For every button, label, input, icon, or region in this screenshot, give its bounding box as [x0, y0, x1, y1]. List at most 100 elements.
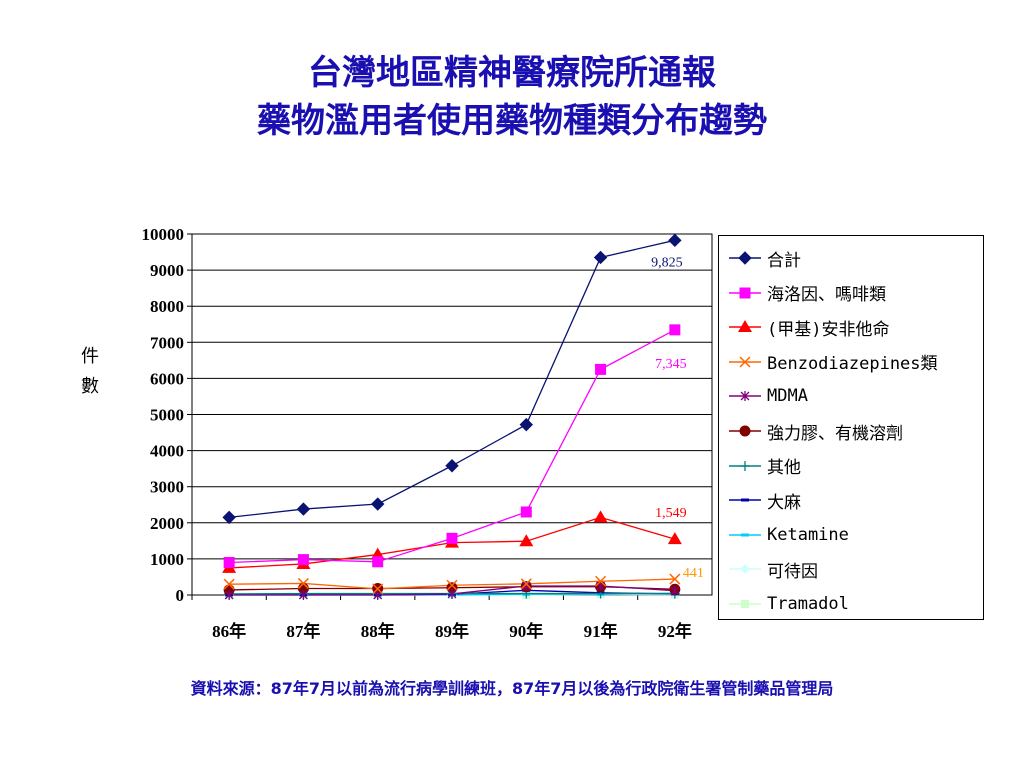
y-tick-label: 8000 [150, 297, 184, 316]
data-point [521, 580, 531, 591]
data-point [446, 532, 458, 544]
legend-item: Ketamine [727, 523, 849, 547]
legend-marker-shape [740, 564, 750, 575]
legend-marker [729, 251, 761, 265]
data-point [222, 510, 236, 525]
legend-item: Benzodiazepines類 [727, 350, 938, 374]
legend-item: 可待因 [727, 557, 818, 582]
data-label: 9,825 [651, 255, 683, 270]
y-tick-label: 1000 [150, 550, 184, 569]
legend-marker [729, 533, 761, 537]
y-tick-label: 2000 [150, 514, 184, 533]
data-label: 1,549 [655, 506, 687, 521]
data-point [520, 506, 532, 518]
chart-title-line-1: 台灣地區精神醫療院所通報 [308, 53, 716, 93]
y-tick-label: 7000 [150, 333, 184, 352]
legend-marker [729, 320, 761, 333]
x-tick-label: 87年 [286, 621, 320, 641]
legend-item: (甲基)安非他命 [727, 315, 890, 340]
y-axis-label: 件數 [81, 346, 99, 397]
data-point [667, 532, 682, 545]
chart-title-line-2: 藥物濫用者使用藥物種類分布趨勢 [257, 101, 767, 141]
legend-marker [729, 564, 761, 575]
legend-label: Tramadol [767, 594, 849, 614]
legend-label: 可待因 [767, 561, 818, 582]
legend-label: Benzodiazepines類 [767, 354, 938, 375]
legend-item: 海洛因、嗎啡類 [727, 281, 886, 305]
legend-label: 海洛因、嗎啡類 [767, 285, 886, 306]
legend-label: 合計 [767, 250, 801, 271]
y-tick-label: 4000 [150, 442, 184, 461]
x-tick-label: 91年 [584, 621, 618, 641]
data-point [223, 578, 235, 590]
legend-marker-shape [741, 533, 749, 537]
legend-item: Tramadol [727, 592, 849, 616]
data-point [519, 534, 534, 547]
data-point [297, 577, 309, 589]
x-tick-label: 88年 [361, 621, 395, 641]
data-point [669, 324, 681, 336]
legend-marker [729, 498, 761, 502]
data-point [519, 417, 533, 432]
data-point [669, 573, 681, 585]
y-tick-label: 0 [176, 586, 185, 605]
chart-gridlines [187, 233, 712, 600]
legend-marker-shape [741, 600, 749, 608]
data-point [595, 575, 607, 587]
legend-marker-shape [739, 287, 751, 299]
legend-marker-shape [739, 425, 751, 437]
chart-data-labels: 9,825 7,345 1,549 441 [651, 255, 704, 581]
legend-marker [729, 391, 761, 402]
legend-marker [729, 356, 761, 368]
data-point [297, 554, 309, 566]
x-axis-tick-labels: 86年 87年 88年 89年 90年 91年 92年 [212, 621, 692, 641]
legend-marker-shape [738, 251, 752, 265]
legend-item: MDMA [727, 384, 808, 408]
data-point [595, 363, 607, 375]
legend-marker-shape [741, 498, 749, 502]
data-point [372, 583, 384, 595]
chart-series-markers [222, 233, 682, 600]
y-tick-label: 5000 [150, 406, 184, 425]
legend-marker [729, 287, 761, 299]
data-point [593, 250, 608, 265]
y-tick-label: 9000 [150, 261, 184, 280]
data-label: 7,345 [655, 357, 687, 372]
data-point [520, 578, 532, 590]
y-axis-label-char: 數 [81, 376, 99, 397]
legend-item: 強力膠、有機溶劑 [727, 419, 903, 444]
data-point [668, 233, 682, 248]
data-point [298, 590, 308, 600]
series-line [229, 329, 676, 564]
source-note: 資料來源：87年7月以前為流行病學訓練班，87年7月以後為行政院衛生署管制藥品管… [190, 679, 834, 698]
x-tick-label: 90年 [509, 621, 543, 641]
data-point [296, 502, 311, 516]
data-point [670, 585, 680, 596]
y-tick-label: 6000 [150, 369, 184, 388]
x-tick-label: 92年 [658, 621, 692, 641]
y-tick-label: 3000 [150, 478, 184, 497]
data-point [224, 590, 234, 600]
legend-label: 強力膠、有機溶劑 [767, 423, 903, 444]
x-tick-label: 89年 [435, 621, 469, 641]
legend-label: Ketamine [767, 524, 849, 545]
data-point [446, 579, 458, 591]
data-point [372, 556, 384, 568]
legend-item: 合計 [727, 246, 801, 271]
data-point [447, 588, 457, 599]
legend-marker-shape [739, 356, 751, 368]
legend-marker [729, 600, 761, 608]
legend-marker [729, 460, 761, 471]
y-axis-tick-labels: 0 1000 2000 3000 4000 5000 6000 7000 8000 9000 100… [142, 225, 185, 605]
data-point [371, 497, 385, 511]
chart-legend: 合計海洛因、嗎啡類 (甲基)安非他命 Benzodiazepines類 MDMA 強力膠… [718, 235, 984, 620]
legend-marker-shape [738, 320, 752, 333]
legend-label: 大麻 [767, 492, 801, 513]
y-tick-label: 10000 [142, 225, 185, 244]
legend-marker [729, 425, 761, 437]
data-point [223, 557, 235, 569]
y-axis-label-char: 件 [81, 346, 99, 367]
legend-label: (甲基)安非他命 [767, 319, 890, 340]
data-label: 441 [683, 566, 704, 581]
